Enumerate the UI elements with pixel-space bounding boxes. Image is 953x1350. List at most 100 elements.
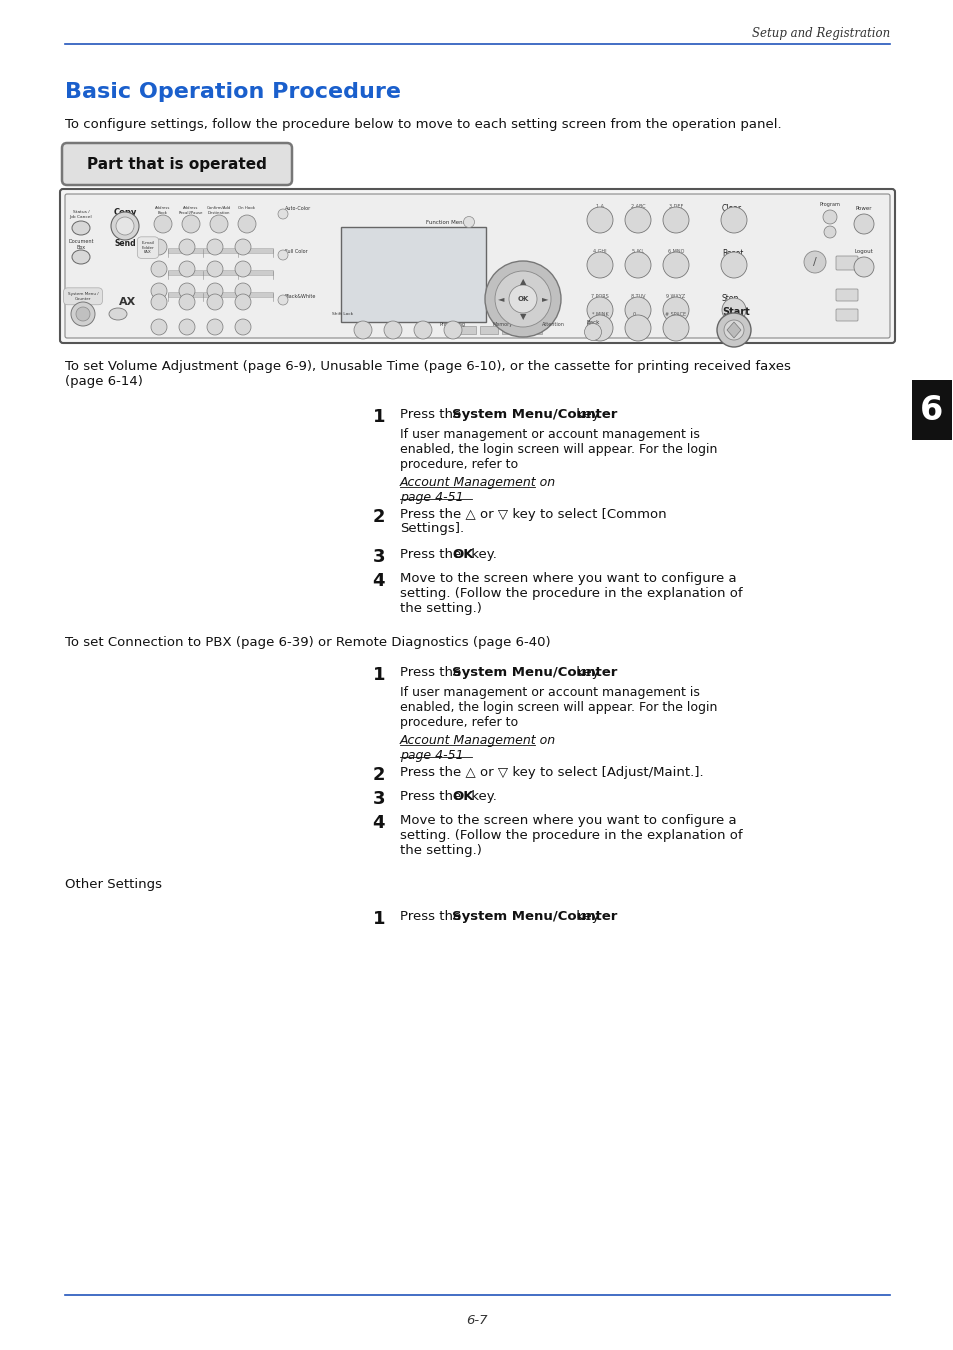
Circle shape <box>207 319 223 335</box>
Bar <box>523 325 541 333</box>
Circle shape <box>721 298 745 323</box>
Text: Full Color: Full Color <box>285 248 308 254</box>
Text: key.: key. <box>467 790 497 803</box>
FancyBboxPatch shape <box>835 256 857 270</box>
Text: 6 MNO: 6 MNO <box>667 248 683 254</box>
FancyBboxPatch shape <box>835 309 857 321</box>
Circle shape <box>76 306 90 321</box>
Text: OK: OK <box>452 790 473 803</box>
Text: Clear: Clear <box>721 204 741 213</box>
Circle shape <box>624 207 650 234</box>
Circle shape <box>234 239 251 255</box>
Text: Program: Program <box>819 202 840 207</box>
Circle shape <box>853 256 873 277</box>
Circle shape <box>463 216 474 228</box>
Circle shape <box>207 261 223 277</box>
Ellipse shape <box>71 250 90 265</box>
Text: Press the: Press the <box>399 790 465 803</box>
Text: 2 ABC: 2 ABC <box>630 204 644 209</box>
Bar <box>501 325 519 333</box>
Circle shape <box>207 284 223 298</box>
Text: Shift Lock: Shift Lock <box>332 312 354 316</box>
Circle shape <box>384 321 401 339</box>
Text: Auto-Color: Auto-Color <box>285 207 311 211</box>
Circle shape <box>207 239 223 255</box>
Text: Confirm/Add
Destination: Confirm/Add Destination <box>207 207 231 215</box>
Circle shape <box>586 207 613 234</box>
Circle shape <box>179 239 194 255</box>
FancyBboxPatch shape <box>835 289 857 301</box>
Text: To set Connection to PBX (page 6-39) or Remote Diagnostics (page 6-40): To set Connection to PBX (page 6-39) or … <box>65 636 550 649</box>
Text: Memory: Memory <box>493 323 513 327</box>
Circle shape <box>277 296 288 305</box>
Circle shape <box>509 285 537 313</box>
Circle shape <box>484 261 560 338</box>
Text: # SPACE: # SPACE <box>665 312 686 317</box>
Text: Power: Power <box>855 207 871 211</box>
Text: OK: OK <box>517 296 528 302</box>
Text: Account Management on
page 4-51: Account Management on page 4-51 <box>399 734 556 761</box>
Circle shape <box>495 271 551 327</box>
Text: AX: AX <box>119 297 136 306</box>
Circle shape <box>586 297 613 323</box>
Text: 3: 3 <box>372 548 385 566</box>
Bar <box>168 292 273 297</box>
Text: Start: Start <box>721 306 749 317</box>
Circle shape <box>853 215 873 234</box>
Text: ►: ► <box>541 294 548 304</box>
Circle shape <box>179 284 194 298</box>
Circle shape <box>234 294 251 310</box>
Text: Setup and Registration: Setup and Registration <box>751 27 889 39</box>
Text: E-mail
Folder
FAX: E-mail Folder FAX <box>141 242 154 254</box>
Text: key.: key. <box>467 548 497 562</box>
Text: key.: key. <box>572 666 601 679</box>
Bar <box>168 270 273 275</box>
Circle shape <box>662 315 688 342</box>
Circle shape <box>717 313 750 347</box>
Circle shape <box>414 321 432 339</box>
Text: 1: 1 <box>372 666 385 684</box>
Text: ◄: ◄ <box>497 294 504 304</box>
Circle shape <box>354 321 372 339</box>
Bar <box>479 325 497 333</box>
Circle shape <box>662 207 688 234</box>
Circle shape <box>823 225 835 238</box>
Text: On Hook: On Hook <box>238 207 255 211</box>
Text: ▼: ▼ <box>519 312 526 321</box>
Text: * MINK: * MINK <box>591 312 608 317</box>
Text: Attention: Attention <box>541 323 564 327</box>
Text: Press the △ or ▽ key to select [Common: Press the △ or ▽ key to select [Common <box>399 508 666 521</box>
Circle shape <box>586 252 613 278</box>
Circle shape <box>277 209 288 219</box>
Text: 4: 4 <box>372 572 385 590</box>
Text: If user management or account management is
enabled, the login screen will appea: If user management or account management… <box>399 428 717 471</box>
Text: 2: 2 <box>372 765 385 784</box>
Bar <box>168 248 273 252</box>
Text: Document
Box: Document Box <box>69 239 93 250</box>
Circle shape <box>153 215 172 234</box>
Text: OK: OK <box>452 548 473 562</box>
Text: Press the: Press the <box>399 408 465 421</box>
Circle shape <box>182 215 200 234</box>
Text: 7 PQRS: 7 PQRS <box>591 294 608 298</box>
Circle shape <box>179 294 194 310</box>
Text: 4: 4 <box>372 814 385 832</box>
Text: Processing: Processing <box>439 323 465 327</box>
Text: Address
Recall/Pause: Address Recall/Pause <box>178 207 203 215</box>
Text: key.: key. <box>572 910 601 923</box>
Text: Move to the screen where you want to configure a
setting. (Follow the procedure : Move to the screen where you want to con… <box>399 572 741 616</box>
Text: Move to the screen where you want to configure a
setting. (Follow the procedure : Move to the screen where you want to con… <box>399 814 741 857</box>
Text: Stop: Stop <box>721 294 739 302</box>
Text: To configure settings, follow the procedure below to move to each setting screen: To configure settings, follow the proced… <box>65 117 781 131</box>
Text: 6-7: 6-7 <box>466 1314 487 1327</box>
FancyBboxPatch shape <box>62 143 292 185</box>
Text: Other Settings: Other Settings <box>65 878 162 891</box>
Circle shape <box>586 315 613 342</box>
Text: System Menu /
Counter: System Menu / Counter <box>68 292 98 301</box>
Text: Press the: Press the <box>399 548 465 562</box>
Text: Settings].: Settings]. <box>399 522 464 535</box>
Circle shape <box>234 284 251 298</box>
FancyBboxPatch shape <box>60 189 894 343</box>
Bar <box>340 227 485 323</box>
Ellipse shape <box>109 308 127 320</box>
